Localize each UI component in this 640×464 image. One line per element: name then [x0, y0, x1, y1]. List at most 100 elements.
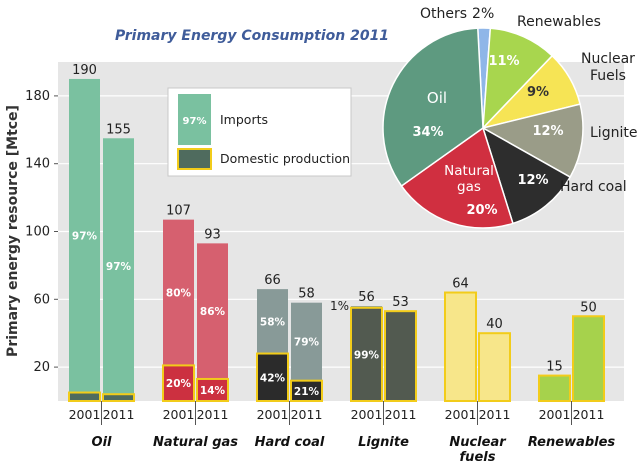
x-category-label: Oil	[92, 435, 113, 450]
bar-imports-label: 79%	[294, 337, 320, 349]
bar-domestic-label: 14%	[200, 385, 226, 397]
pie-value-label: 9%	[527, 85, 549, 100]
x-category-label-line: fuels	[460, 450, 496, 464]
x-tick-year: 2001	[163, 407, 195, 422]
bar-imports-label: 86%	[200, 306, 226, 318]
y-tick-label: 140	[25, 157, 50, 172]
pie-label-outer-line: Fuels	[590, 68, 626, 84]
x-tick-year: 2001	[351, 407, 383, 422]
bar-domestic	[538, 374, 571, 403]
pie-slice	[400, 126, 514, 229]
bar-domestic-label: 21%	[294, 386, 320, 398]
x-category-label: Nuclear fuels	[449, 435, 507, 464]
bar-domestic	[102, 393, 135, 403]
legend: 97% Imports Domestic production	[167, 87, 352, 177]
bar-imports	[197, 243, 228, 379]
y-tick-label: 60	[33, 292, 50, 307]
pie-slice	[481, 126, 572, 225]
x-category-label: Hard coal	[255, 435, 325, 450]
x-tick-year: 2011	[291, 407, 323, 422]
pie-value-label: 2%	[472, 6, 494, 22]
y-tick-label: 20	[33, 360, 50, 375]
chart-title: Primary Energy Consumption 2011	[115, 28, 389, 44]
bar-imports-label: 80%	[166, 288, 192, 300]
bar-domestic	[350, 306, 383, 402]
bar-domestic	[572, 315, 605, 402]
bar-domestic	[478, 332, 511, 403]
bar-total-label: 93	[204, 227, 221, 242]
bar-imports	[257, 289, 288, 354]
pie-label-inner-line: Natural	[444, 163, 494, 179]
bar-imports-label: 97%	[72, 231, 98, 243]
pie-label-inner: Natural gas	[444, 163, 494, 195]
pie-label-outer: Hard coal	[560, 179, 627, 195]
bar-total-label: 53	[392, 295, 409, 310]
pie-label-outer: Renewables	[517, 14, 601, 30]
legend-label-domestic: Domestic production	[220, 151, 350, 166]
legend-swatch-domestic	[177, 148, 212, 170]
pie-label-outer: Others 2%	[420, 6, 494, 22]
bar-domestic-label: 20%	[166, 378, 192, 390]
x-tick-year: 2011	[385, 407, 417, 422]
bar-total-label: 56	[358, 290, 375, 305]
pie-label-outer: Nuclear Fuels	[581, 51, 635, 84]
y-axis-title: Primary energy resource [Mtce]	[5, 105, 21, 357]
bar-domestic	[290, 379, 323, 403]
bar-total-label: 155	[106, 122, 131, 137]
x-category-label: Natural gas	[153, 435, 238, 450]
x-tick-year: 2001	[445, 407, 477, 422]
legend-swatch-imports	[178, 94, 211, 145]
bar-imports	[291, 302, 322, 381]
bar-domestic	[196, 377, 229, 402]
y-tick-label: 180	[25, 89, 50, 104]
y-tick-label: 100	[25, 225, 50, 240]
pie-chart: Oil 34% Natural gas 20% 12% Hard coal 12% Lignit…	[382, 6, 637, 229]
legend-swatch-label: 97%	[183, 116, 207, 127]
pie-label-outer: Lignite	[590, 125, 637, 141]
x-category-label: Renewables	[528, 435, 616, 450]
bar-domestic	[444, 291, 477, 402]
x-tick-year: 2011	[573, 407, 605, 422]
bar-total-label: 40	[486, 317, 503, 332]
bar-imports	[69, 78, 100, 393]
pie-label-outer-line: Nuclear	[581, 51, 635, 67]
x-tick-year: 2001	[257, 407, 289, 422]
pie-label-inner: Oil	[427, 89, 447, 107]
bar-domestic	[68, 391, 101, 402]
pie-value-label: 12%	[517, 173, 548, 188]
bar-total-label: 15	[546, 360, 563, 375]
bar-total-label: 107	[166, 204, 191, 219]
x-category-label: Lignite	[358, 435, 409, 450]
legend-label-imports: Imports	[220, 112, 268, 127]
bar-total-label: 50	[580, 300, 597, 315]
pie-value-label: 12%	[532, 124, 563, 139]
x-tick-year: 2001	[539, 407, 571, 422]
pie-value-label: 11%	[488, 54, 519, 69]
pie-value-label: 20%	[466, 203, 497, 218]
bar-total-label: 190	[72, 63, 97, 78]
bar-domestic	[256, 352, 289, 403]
bar-imports-label: 97%	[106, 261, 132, 273]
bar-total-label: 66	[264, 273, 281, 288]
x-tick-year: 2011	[103, 407, 135, 422]
bar-domestic-label: 99%	[354, 349, 380, 361]
bar-domestic	[162, 364, 195, 402]
pie-slice	[480, 103, 584, 179]
pie-value-label: 34%	[412, 125, 443, 140]
bar-imports	[103, 138, 134, 395]
pie-label-inner-line: gas	[457, 179, 481, 195]
pie-slice	[482, 27, 554, 131]
x-tick-year: 2011	[479, 407, 511, 422]
x-category-label-line: Nuclear	[449, 435, 507, 450]
bar-domestic	[384, 310, 417, 403]
bar-imports	[163, 219, 194, 366]
bar-total-label: 64	[452, 277, 469, 292]
bar-total-label: 58	[298, 287, 315, 302]
x-tick-year: 2011	[197, 407, 229, 422]
bar-domestic-label: 42%	[260, 372, 286, 384]
pie-slice	[382, 27, 484, 187]
bar-side-label: 1%	[330, 299, 349, 313]
bar-series: 190 97% 2001 155 97% 2011 Oil 107 80% 20% 2001 93 86…	[68, 63, 616, 464]
